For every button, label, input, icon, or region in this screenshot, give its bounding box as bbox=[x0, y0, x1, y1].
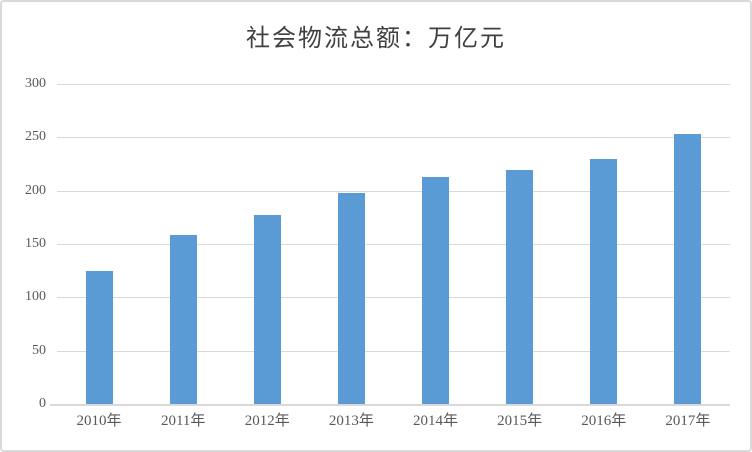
bars-container bbox=[57, 84, 730, 404]
gridline bbox=[57, 350, 730, 352]
bar-cell bbox=[478, 84, 562, 404]
y-tick-label: 200 bbox=[25, 182, 46, 198]
y-tick-label: 250 bbox=[25, 129, 46, 145]
y-tick-label: 0 bbox=[39, 396, 46, 411]
bar-2011年 bbox=[169, 235, 197, 404]
bar-2010年 bbox=[85, 270, 113, 404]
x-tick-label: 2014年 bbox=[413, 413, 459, 429]
gridline bbox=[57, 244, 730, 245]
gridline bbox=[57, 297, 730, 299]
x-tick-label: 2017年 bbox=[665, 413, 711, 429]
x-tick-label: 2016年 bbox=[581, 413, 627, 429]
y-tick-label: 100 bbox=[25, 289, 46, 305]
bar-cell bbox=[225, 84, 309, 404]
bar-2017年 bbox=[674, 134, 702, 404]
y-tick-label: 50 bbox=[32, 342, 46, 358]
x-axis-labels: 2010年 2011年 2012年 2013年 2014年 2015年 2016年 2017年 bbox=[57, 409, 730, 430]
bar-2016年 bbox=[590, 158, 618, 404]
y-axis-labels: 0 50 100 150 200 250 300 bbox=[2, 77, 46, 411]
bar-cell bbox=[562, 84, 646, 404]
gridline bbox=[57, 190, 730, 192]
bar-cell bbox=[141, 84, 225, 404]
y-tick-label: 150 bbox=[25, 236, 46, 251]
bar-2013年 bbox=[337, 192, 365, 404]
gridline bbox=[57, 84, 730, 85]
bar-cell bbox=[57, 84, 141, 404]
bar-2014年 bbox=[422, 176, 450, 404]
bar-cell bbox=[646, 84, 730, 404]
y-tick-label: 300 bbox=[25, 76, 46, 91]
x-tick-label: 2015年 bbox=[497, 413, 543, 429]
x-tick-label: 2010年 bbox=[76, 413, 122, 429]
x-axis-line bbox=[50, 404, 730, 406]
gridline bbox=[57, 137, 730, 139]
bar-cell bbox=[309, 84, 393, 404]
x-tick-label: 2013年 bbox=[328, 413, 374, 429]
x-tick-label: 2012年 bbox=[244, 413, 290, 429]
bar-2015年 bbox=[506, 170, 534, 404]
plot-area bbox=[50, 84, 730, 406]
x-tick-label: 2011年 bbox=[160, 413, 206, 429]
chart-title: 社会物流总额：万亿元 bbox=[246, 26, 506, 52]
bar-2012年 bbox=[253, 215, 281, 404]
bar-cell bbox=[394, 84, 478, 404]
